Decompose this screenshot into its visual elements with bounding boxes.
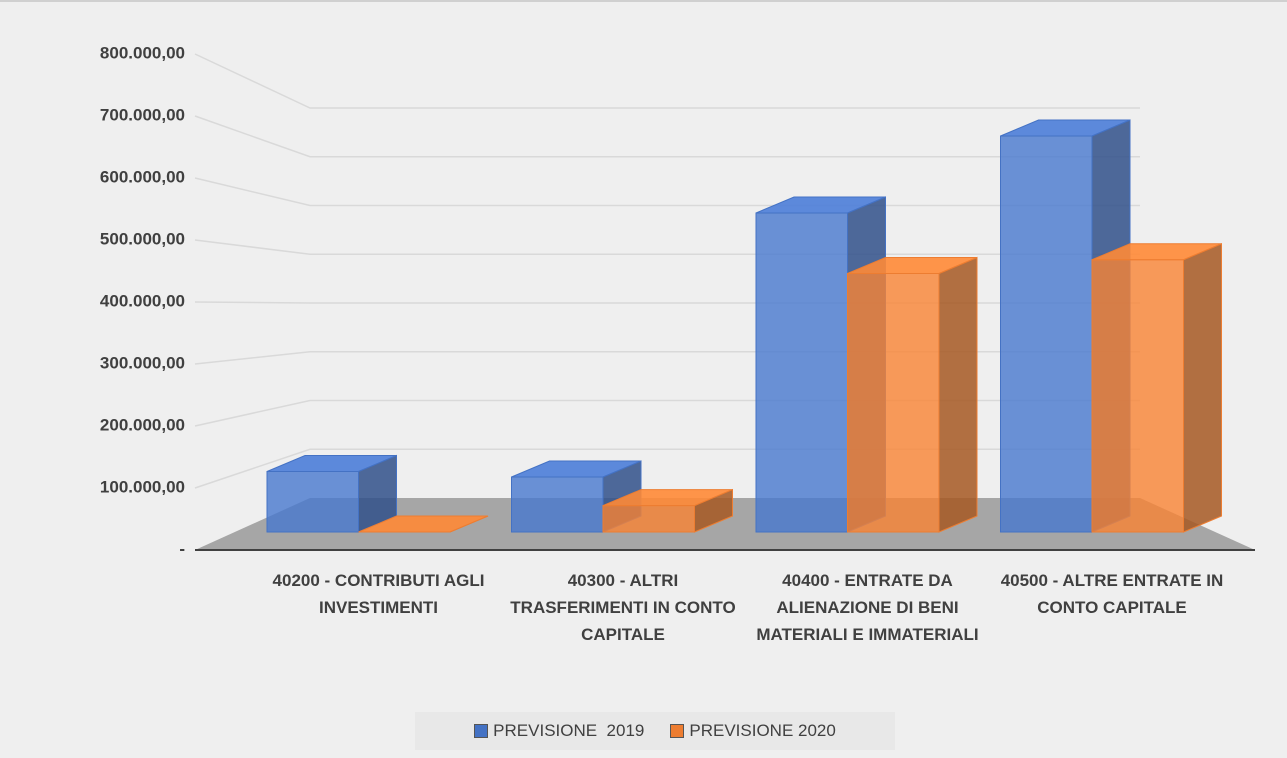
bar: [602, 505, 695, 533]
floor: [195, 498, 1255, 550]
bar: [755, 212, 848, 533]
y-tick-label: 800.000,00: [100, 43, 185, 62]
x-tick-label: 40500 - ALTRE ENTRATE IN CONTO CAPITALE: [1000, 571, 1224, 617]
x-tick-label: 40200 - CONTRIBUTI AGLI INVESTIMENTI: [272, 571, 485, 617]
y-tick-label: 300.000,00: [100, 353, 185, 372]
legend-swatch: [474, 724, 489, 738]
legend-item: PREVISIONE 2019: [474, 721, 644, 741]
legend-item: PREVISIONE 2020: [670, 721, 836, 741]
legend-label: PREVISIONE 2019: [493, 721, 645, 740]
legend-label: PREVISIONE 2020: [689, 721, 836, 740]
y-tick-label: 400.000,00: [100, 291, 185, 310]
x-tick-label: 40300 - ALTRI TRASFERIMENTI IN CONTO CAP…: [510, 571, 736, 644]
y-tick-label: 100.000,00: [100, 477, 185, 496]
grid-line: [194, 351, 1140, 365]
bar-side: [1183, 242, 1222, 533]
x-tick-label: 40400 - ENTRATE DA ALIENAZIONE DI BENI M…: [756, 571, 979, 644]
grid-line: [194, 53, 1140, 109]
bar: [1000, 135, 1093, 533]
bar-top: [358, 515, 489, 533]
y-tick-label: 500.000,00: [100, 229, 185, 248]
grid-line: [194, 301, 1140, 304]
grid-line: [194, 115, 1140, 158]
bar: [847, 273, 940, 533]
legend-swatch: [670, 724, 685, 738]
y-tick-label: 200.000,00: [100, 415, 185, 434]
grid-line: [194, 239, 1140, 255]
y-tick-label: -: [179, 539, 185, 558]
grid-line: [194, 399, 1140, 427]
bar: [266, 471, 359, 533]
grid-line: [194, 177, 1140, 207]
bar-side: [938, 256, 978, 533]
y-tick-label: 600.000,00: [100, 167, 185, 186]
bar: [1091, 259, 1184, 533]
legend: PREVISIONE 2019 PREVISIONE 2020: [415, 712, 895, 750]
bar: [511, 476, 604, 533]
y-tick-label: 700.000,00: [100, 105, 185, 124]
